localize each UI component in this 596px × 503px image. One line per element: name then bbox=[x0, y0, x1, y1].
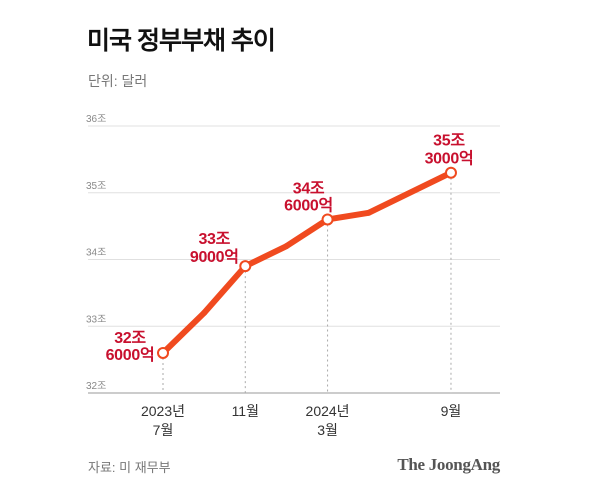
y-tick-label: 35조 bbox=[86, 181, 106, 192]
data-label: 3000억 bbox=[425, 149, 474, 168]
x-tick-label: 9월 bbox=[441, 403, 462, 419]
y-tick-label: 34조 bbox=[86, 248, 106, 259]
data-point-marker bbox=[444, 166, 457, 179]
x-tick-label: 2024년 bbox=[306, 403, 350, 419]
y-tick-label: 33조 bbox=[86, 314, 106, 325]
x-tick-label: 11월 bbox=[232, 403, 259, 419]
data-label: 34조 bbox=[293, 180, 325, 197]
data-label: 9000억 bbox=[190, 247, 239, 266]
data-point bbox=[201, 309, 208, 316]
data-label: 32조 bbox=[114, 330, 146, 347]
data-label: 6000억 bbox=[284, 195, 333, 214]
x-tick-label: 7월 bbox=[153, 422, 174, 438]
y-tick-label: 36조 bbox=[86, 114, 106, 125]
data-label: 6000억 bbox=[106, 345, 155, 364]
source-note: 자료: 미 재무부 bbox=[88, 460, 171, 475]
y-tick-label: 32조 bbox=[86, 381, 106, 392]
data-point bbox=[283, 243, 290, 250]
data-point-marker bbox=[239, 260, 252, 273]
data-label: 33조 bbox=[198, 231, 230, 248]
data-label: 35조 bbox=[433, 133, 465, 150]
data-point bbox=[365, 209, 372, 216]
unit-label: 단위: 달러 bbox=[88, 73, 148, 89]
data-point-marker bbox=[321, 213, 334, 226]
x-tick-label: 2023년 bbox=[141, 403, 185, 419]
data-point-marker bbox=[157, 346, 169, 359]
x-tick-label: 3월 bbox=[317, 422, 338, 438]
chart-title: 미국 정부부채 추이 bbox=[87, 27, 276, 55]
brand-logo: The JoongAng bbox=[397, 455, 500, 474]
